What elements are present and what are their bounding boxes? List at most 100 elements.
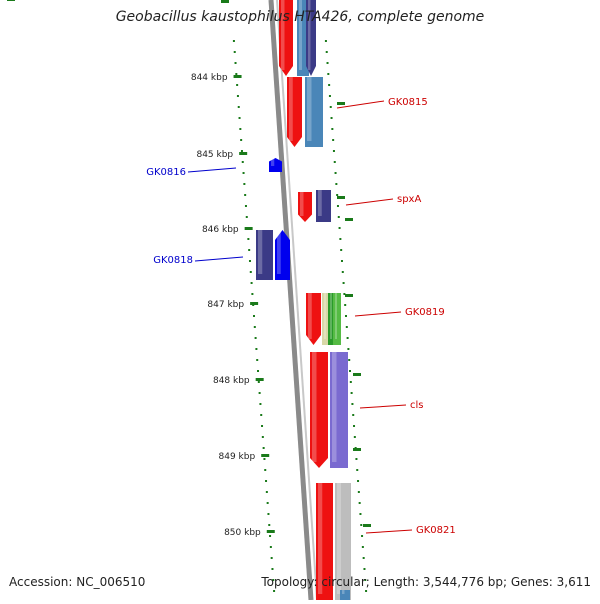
gene-label-GK0816: GK0816 [146, 167, 186, 178]
scale-label-0: 844 kbp [191, 73, 228, 83]
gene-gk0816 [269, 158, 282, 172]
outer-tick [353, 373, 361, 376]
gene-label-GK0818: GK0818 [153, 255, 193, 266]
kbp-tick [244, 227, 253, 230]
tick-dot [253, 326, 256, 328]
tick-dot [241, 161, 244, 163]
tick-dot [351, 403, 354, 405]
kbp-tick [233, 75, 242, 78]
tick-dot [357, 480, 360, 482]
tick-dot [261, 436, 264, 438]
tick-dot [349, 370, 352, 372]
tick-dot [358, 502, 361, 504]
backbone-highlight [276, 0, 318, 601]
outer-tick [7, 0, 15, 1]
tick-dot [244, 194, 247, 196]
tick-dot [331, 128, 334, 130]
tick-dot [346, 337, 349, 339]
tick-dot [259, 403, 262, 405]
tick-dot [332, 139, 335, 141]
tick-dot [364, 579, 367, 581]
tick-dot [345, 326, 348, 328]
tick-dot [264, 469, 267, 471]
tick-dot [263, 458, 266, 460]
tick-dot [234, 62, 237, 64]
tick-dot [335, 183, 338, 185]
tick-dot [361, 535, 364, 537]
tick-dot [252, 315, 255, 317]
gene-gk0818 [256, 230, 273, 280]
kbp-tick [239, 152, 248, 155]
tick-dot [232, 40, 235, 42]
tick-dot [248, 249, 251, 251]
tick-dot [344, 304, 347, 306]
tick-dot [324, 40, 327, 42]
gene-red-top [279, 0, 293, 76]
tick-dot [333, 161, 336, 163]
outer-tick [337, 102, 345, 105]
gene-label-GK0815: GK0815 [388, 97, 428, 108]
gene-steel-bottom [340, 590, 350, 600]
gene-gk0821-red [316, 483, 333, 600]
scale-label-6: 850 kbp [224, 528, 261, 538]
tick-dot [236, 84, 239, 86]
tick-dot [325, 51, 328, 53]
gene-label-spxA: spxA [397, 194, 421, 205]
callout-line-GK0819 [354, 311, 402, 317]
tick-dot [265, 491, 268, 493]
tick-dot [326, 62, 329, 64]
tick-dot [256, 359, 259, 361]
tick-dot [339, 238, 342, 240]
kbp-tick [255, 378, 264, 381]
tick-dot [267, 513, 270, 515]
gene-cls [330, 352, 348, 468]
callout-line-GK0816 [187, 167, 237, 173]
top-tick [221, 0, 229, 3]
tick-dot [233, 51, 236, 53]
callout-line-spxA [345, 198, 394, 206]
tick-dot [355, 458, 358, 460]
gene-navy-top [306, 0, 316, 76]
tick-dot [243, 183, 246, 185]
tick-dot [361, 546, 364, 548]
tick-dot [250, 282, 253, 284]
accession-label: Accession: NC_006510 [9, 575, 146, 589]
tick-dot [251, 293, 254, 295]
page-title: Geobacillus kaustophilus HTA426, complet… [115, 9, 485, 25]
tick-dot [244, 205, 247, 207]
tick-dot [352, 414, 355, 416]
tick-dot [272, 579, 275, 581]
outer-tick [353, 448, 361, 451]
gene-gk0819 [328, 293, 334, 345]
tick-dot [328, 95, 331, 97]
callout-line-cls [359, 404, 407, 409]
gene-label-GK0821: GK0821 [416, 525, 456, 536]
scale-label-5: 849 kbp [219, 452, 256, 462]
tick-dot [362, 557, 365, 559]
gene-cls-red [310, 352, 328, 468]
tick-dot [336, 194, 339, 196]
callout-line-GK0818 [194, 256, 244, 262]
gene-spxa [316, 190, 331, 222]
kbp-tick [266, 530, 275, 533]
outer-tick [363, 524, 371, 527]
tick-dot [239, 128, 242, 130]
tick-dot [353, 425, 356, 427]
tick-dot [344, 315, 347, 317]
tick-dot [247, 238, 250, 240]
tick-dot [271, 568, 274, 570]
gene-label-cls: cls [410, 400, 424, 411]
gene-gk0819-light [333, 293, 341, 345]
tick-dot [336, 205, 339, 207]
gene-gk0819-red [306, 293, 321, 345]
tick-dot [254, 337, 257, 339]
tick-dot [255, 348, 258, 350]
gene-gk0818-blue [275, 230, 290, 280]
callout-line-GK0821 [365, 529, 413, 534]
tick-dot [249, 271, 252, 273]
tick-dot [261, 425, 264, 427]
tick-dot [343, 293, 346, 295]
topology-label: Topology: circular; Length: 3,544,776 bp… [261, 575, 591, 589]
tick-dot [360, 524, 363, 526]
